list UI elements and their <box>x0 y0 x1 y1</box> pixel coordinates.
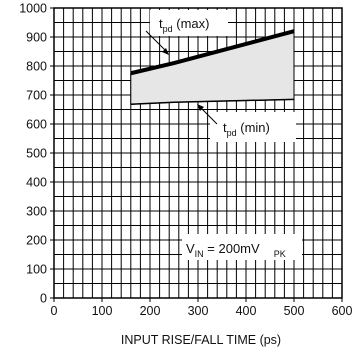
series-line-tpd-max <box>130 29 295 76</box>
annotation-condition-main: V <box>186 241 195 256</box>
annotation-condition: VIN = 200mV PK <box>182 234 302 260</box>
y-tick-label: 800 <box>26 60 47 74</box>
annotation-condition-box <box>182 234 302 260</box>
annotation-max-box <box>150 10 228 36</box>
annotation-max-arrowhead <box>162 48 169 55</box>
annotation-max-rest: (max) <box>173 16 210 31</box>
y-tick-label: 300 <box>26 205 47 219</box>
annotation-min-sub: pd <box>227 128 237 138</box>
annotation-condition-label: VIN = 200mV PK <box>186 241 286 259</box>
annotation-max-label: tpd (max) <box>159 16 209 34</box>
y-tick-label: 200 <box>26 234 47 248</box>
annotation-min-leader <box>199 106 218 125</box>
x-tick-label: 600 <box>332 304 353 318</box>
annotation-min-rest: (min) <box>237 120 270 135</box>
annotation-max-sub: pd <box>163 24 173 34</box>
x-tick-label: 300 <box>188 304 209 318</box>
y-tick-label: 400 <box>26 176 47 190</box>
annotation-tpd-min: tpd (min) <box>197 104 296 142</box>
x-tick-label: 500 <box>284 304 305 318</box>
x-tick-label: 400 <box>236 304 257 318</box>
annotation-max-leader <box>145 30 168 53</box>
annotation-min-main: t <box>223 120 227 135</box>
y-tick-label: 1000 <box>19 2 47 16</box>
annotation-tpd-max: tpd (max) <box>145 10 228 55</box>
x-tick-label: 100 <box>92 304 113 318</box>
x-tick-labels: 0 100 200 300 400 500 600 <box>51 304 353 318</box>
annotation-condition-sub: IN <box>195 249 204 259</box>
annotation-condition-sub2: PK <box>274 249 286 259</box>
series-line-tpd-min <box>130 98 295 106</box>
annotation-min-box <box>210 112 296 142</box>
y-tick-label: 500 <box>26 147 47 161</box>
line-layer <box>130 29 295 106</box>
annotation-min-arrowhead <box>197 104 204 111</box>
annotation-condition-mid: = 200mV <box>204 241 260 256</box>
annotation-min-label: tpd (min) <box>223 120 270 138</box>
x-axis-title: INPUT RISE/FALL TIME (ps) <box>121 333 281 347</box>
x-tick-label: 200 <box>140 304 161 318</box>
y-tick-label: 900 <box>26 31 47 45</box>
y-tick-label: 0 <box>40 292 47 306</box>
y-tick-label: 700 <box>26 89 47 103</box>
plot-frame <box>50 7 343 302</box>
x-tick-label: 0 <box>51 304 58 318</box>
annotation-max-main: t <box>159 16 163 31</box>
y-tick-label: 100 <box>26 263 47 277</box>
y-tick-labels: 0 100 200 300 400 500 600 700 800 900 1000 <box>19 2 47 306</box>
y-tick-label: 600 <box>26 118 47 132</box>
